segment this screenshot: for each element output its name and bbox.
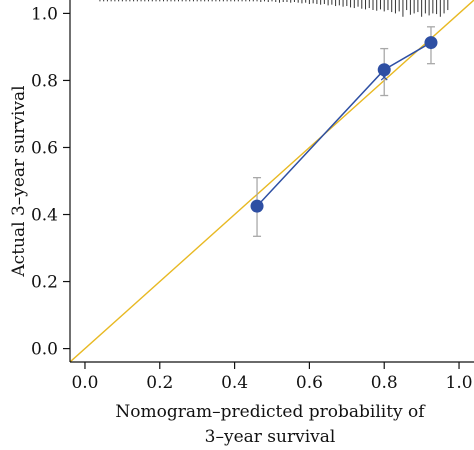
y-tick-label: 1.0 <box>31 4 58 24</box>
y-axis-title: Actual 3–year survival <box>9 85 29 277</box>
observed-point <box>250 199 264 213</box>
x-tick-label: 1.0 <box>446 373 473 393</box>
x-axis-title-line-1: Nomogram–predicted probability of <box>115 402 426 422</box>
ideal-reference-line <box>70 0 474 362</box>
x-axis-title-line-2: 3–year survival <box>205 427 336 447</box>
observed-line <box>256 41 432 207</box>
axes: 0.0 0.2 0.4 0.6 0.8 1.0 0.0 0.2 0.4 0.6 0.8 1.0 <box>31 0 474 393</box>
plot-inner <box>70 0 474 362</box>
observed-point <box>377 63 391 77</box>
x-tick-label: 0.8 <box>371 373 398 393</box>
x-tick-label: 0.6 <box>296 373 323 393</box>
y-tick-label: 0.8 <box>31 71 58 91</box>
x-tick-label: 0.4 <box>221 373 248 393</box>
y-tick-label: 0.6 <box>31 138 58 158</box>
y-tick-label: 0.4 <box>31 206 58 226</box>
plot-area <box>70 0 474 362</box>
x-tick-label: 0.0 <box>71 373 98 393</box>
axis-labels: Nomogram–predicted probability of 3–year… <box>9 85 426 447</box>
y-tick-label: 0.0 <box>31 340 58 360</box>
observed-point <box>424 36 438 50</box>
y-tick-label: 0.2 <box>31 273 58 293</box>
x-tick-label: 0.2 <box>146 373 173 393</box>
